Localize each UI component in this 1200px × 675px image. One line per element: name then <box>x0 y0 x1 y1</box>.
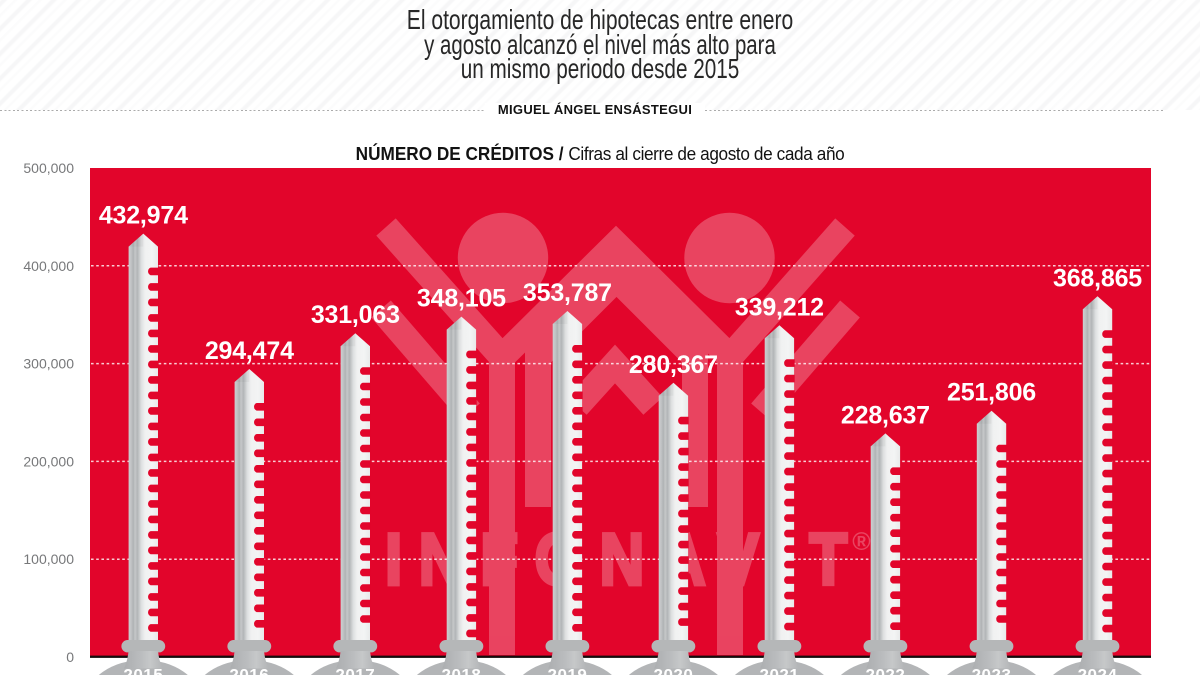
svg-text:2023: 2023 <box>972 666 1012 675</box>
svg-text:200,000: 200,000 <box>23 453 74 469</box>
svg-text:0: 0 <box>66 649 74 665</box>
svg-text:500,000: 500,000 <box>23 160 74 176</box>
svg-text:368,865: 368,865 <box>1053 264 1142 292</box>
svg-text:2021: 2021 <box>759 666 799 675</box>
svg-text:339,212: 339,212 <box>735 293 824 321</box>
svg-text:432,974: 432,974 <box>99 202 188 230</box>
svg-text:228,637: 228,637 <box>841 401 930 429</box>
svg-text:2015: 2015 <box>123 666 163 675</box>
svg-text:348,105: 348,105 <box>417 285 506 313</box>
svg-text:100,000: 100,000 <box>23 551 74 567</box>
svg-text:2022: 2022 <box>865 666 905 675</box>
svg-text:353,787: 353,787 <box>523 279 612 307</box>
svg-text:280,367: 280,367 <box>629 351 718 379</box>
svg-text:2018: 2018 <box>441 666 481 675</box>
svg-text:2017: 2017 <box>335 666 375 675</box>
svg-text:2019: 2019 <box>547 666 587 675</box>
svg-text:2020: 2020 <box>653 666 693 675</box>
svg-text:251,806: 251,806 <box>947 379 1036 407</box>
svg-text:300,000: 300,000 <box>23 356 74 372</box>
svg-text:®: ® <box>852 528 871 556</box>
svg-text:331,063: 331,063 <box>311 301 400 329</box>
svg-text:294,474: 294,474 <box>205 337 294 365</box>
svg-text:2024: 2024 <box>1078 666 1118 675</box>
svg-text:2016: 2016 <box>229 666 269 675</box>
svg-text:400,000: 400,000 <box>23 258 74 274</box>
